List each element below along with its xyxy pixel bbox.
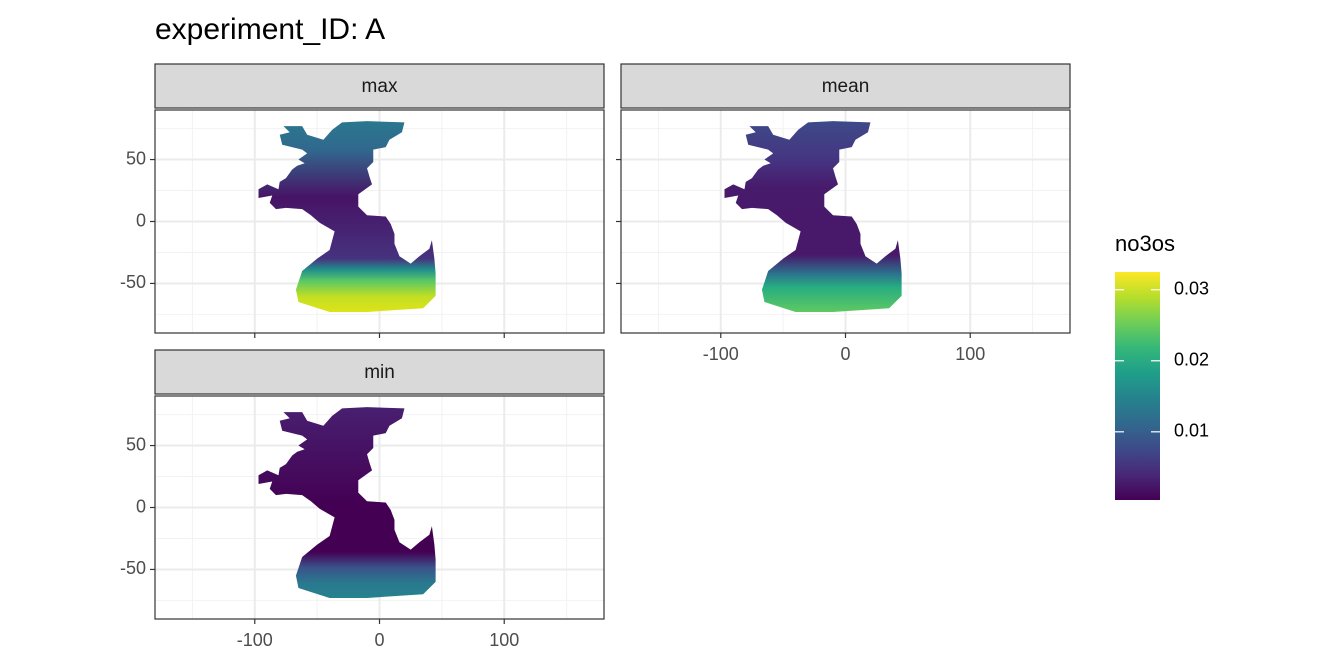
y-tick-label: 0: [136, 210, 146, 230]
x-tick-label: -100: [703, 344, 739, 364]
y-tick-label: 0: [136, 496, 146, 516]
facet-label: max: [362, 76, 398, 97]
y-tick-label: 50: [126, 434, 146, 454]
colorbar-label: 0.02: [1174, 350, 1209, 370]
x-tick-label: 100: [955, 344, 985, 364]
x-tick-label: -100: [237, 630, 273, 650]
raster-field: [258, 121, 436, 312]
raster-field: [258, 407, 436, 598]
raster-field: [724, 121, 902, 312]
colorbar: [1115, 272, 1160, 500]
x-tick-label: 100: [489, 630, 519, 650]
facet-label: mean: [822, 76, 870, 97]
x-tick-label: 0: [374, 630, 384, 650]
y-tick-label: -50: [120, 272, 146, 292]
y-tick-label: -50: [120, 558, 146, 578]
x-tick-label: 0: [840, 344, 850, 364]
chart-title: experiment_ID: A: [155, 13, 385, 46]
legend-title: no3os: [1115, 231, 1175, 256]
facet-strip: [154, 63, 605, 109]
colorbar-label: 0.03: [1174, 279, 1209, 299]
facet-strip: [154, 349, 605, 395]
colorbar-label: 0.01: [1174, 421, 1209, 441]
y-tick-label: 50: [126, 148, 146, 168]
facet-label: min: [364, 362, 395, 383]
facet-strip: [620, 63, 1071, 109]
